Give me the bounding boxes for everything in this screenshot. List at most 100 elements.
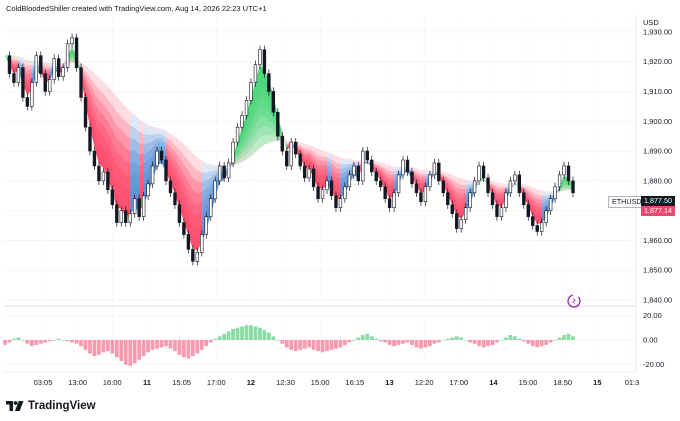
candle-body: [159, 150, 164, 161]
oscillator-bar: [119, 340, 124, 361]
ribbon-segment: [197, 170, 202, 251]
oscillator-bar: [101, 340, 106, 353]
ribbon-segment: [380, 172, 386, 190]
candle-body: [173, 192, 177, 205]
candle-body: [70, 37, 74, 45]
oscillator-bar: [177, 340, 182, 355]
ribbon-segment: [385, 177, 390, 199]
oscillator-bar: [217, 336, 222, 340]
ribbon-segment: [107, 110, 113, 192]
candle-body: [226, 162, 231, 179]
oscillator-bar: [445, 338, 450, 340]
ribbon-segment: [183, 145, 189, 236]
oscillator-bar: [173, 340, 177, 352]
oscillator-bar: [114, 340, 119, 358]
ribbon-segment: [125, 135, 131, 216]
ribbon-segment: [170, 141, 175, 194]
oscillator-bar: [213, 338, 218, 340]
oscillator-bar: [504, 337, 508, 340]
ribbon-segment: [228, 156, 234, 172]
candle-body: [88, 126, 92, 152]
ribbon-segment: [443, 174, 448, 195]
price-tick-label: 1,920.00: [643, 57, 672, 66]
ribbon-segment: [237, 128, 242, 154]
ribbon-segment: [125, 175, 131, 216]
oscillator-bar: [195, 340, 200, 354]
oscillator-bar: [240, 326, 244, 340]
candle-body: [294, 141, 298, 155]
ribbon-segment: [116, 152, 122, 209]
oscillator-bar: [222, 333, 227, 340]
oscillator-bar: [387, 340, 392, 345]
candle-body: [289, 141, 293, 167]
candle-body: [12, 73, 16, 83]
ribbon-segment: [447, 187, 453, 205]
candle-body: [504, 192, 508, 208]
oscillator-bar: [334, 340, 338, 349]
ribbon-segment: [532, 205, 538, 224]
ribbon-segment: [175, 145, 180, 208]
ribbon-segment: [246, 98, 251, 137]
ribbon-segment: [125, 148, 131, 216]
ribbon-segment: [416, 171, 421, 194]
candle-body: [548, 198, 553, 211]
oscillator-bar: [88, 340, 92, 354]
oscillator-bar: [289, 340, 294, 350]
oscillator-bar: [463, 340, 468, 341]
oscillator-bar: [70, 340, 74, 343]
candle-body: [21, 67, 25, 98]
ribbon-segment: [242, 114, 247, 150]
ribbon-segment: [237, 128, 242, 165]
ribbon-segment: [112, 129, 117, 208]
oscillator-bar: [369, 336, 374, 340]
oscillator-bar: [132, 340, 137, 364]
replay-icon[interactable]: [567, 294, 581, 308]
oscillator-bar: [468, 340, 473, 343]
ribbon-segment: [134, 127, 140, 212]
ribbon-segment: [416, 169, 421, 194]
ribbon-segment: [532, 192, 538, 224]
oscillator-bar: [110, 340, 115, 354]
time-tick-label: 12:20: [415, 378, 434, 387]
ribbon-segment: [318, 178, 323, 189]
candle-body: [133, 198, 137, 214]
ribbon-segment: [237, 128, 242, 159]
time-tick-label: 17:00: [449, 378, 468, 387]
ribbon-segment: [112, 167, 117, 208]
ribbon-segment: [192, 189, 198, 251]
ribbon-segment: [179, 141, 184, 222]
price-axis: 1,930.00 1,920.00 1,910.00 1,900.00 1,890.00…: [643, 27, 672, 304]
candle-body: [30, 82, 34, 107]
ribbon-segment: [125, 162, 131, 216]
candle-body: [285, 150, 289, 167]
candle-body: [244, 100, 249, 116]
oscillator-bar: [450, 337, 455, 340]
ribbon-segment: [94, 110, 99, 164]
ribbon-segment: [121, 116, 126, 216]
price-tick-label: 1,900.00: [643, 117, 672, 126]
candle-body: [16, 67, 21, 83]
ribbon-segment: [344, 166, 350, 193]
oscillator-bar: [347, 340, 352, 343]
oscillator-bar: [307, 340, 312, 348]
ribbon-segment: [447, 184, 453, 205]
ribbon-segment: [416, 177, 421, 194]
ribbon-segment: [188, 160, 193, 249]
candle-body: [526, 204, 530, 217]
ribbon-segment: [98, 79, 104, 168]
ribbon-segment: [452, 193, 457, 217]
oscillator-bar: [43, 340, 48, 343]
ribbon-segment: [336, 178, 341, 199]
oscillator-bar: [428, 340, 432, 347]
ribbon-segment: [300, 147, 305, 168]
candle-body: [302, 165, 307, 179]
ribbon-segment: [175, 179, 180, 208]
ribbon-segment: [465, 184, 471, 213]
ribbon-segment: [90, 112, 95, 147]
candle-body: [405, 159, 410, 173]
oscillator-bar: [553, 340, 557, 341]
oscillator-bar: [298, 340, 303, 350]
ribbon-segment: [188, 214, 193, 249]
time-tick-label: 01:3: [625, 378, 640, 387]
